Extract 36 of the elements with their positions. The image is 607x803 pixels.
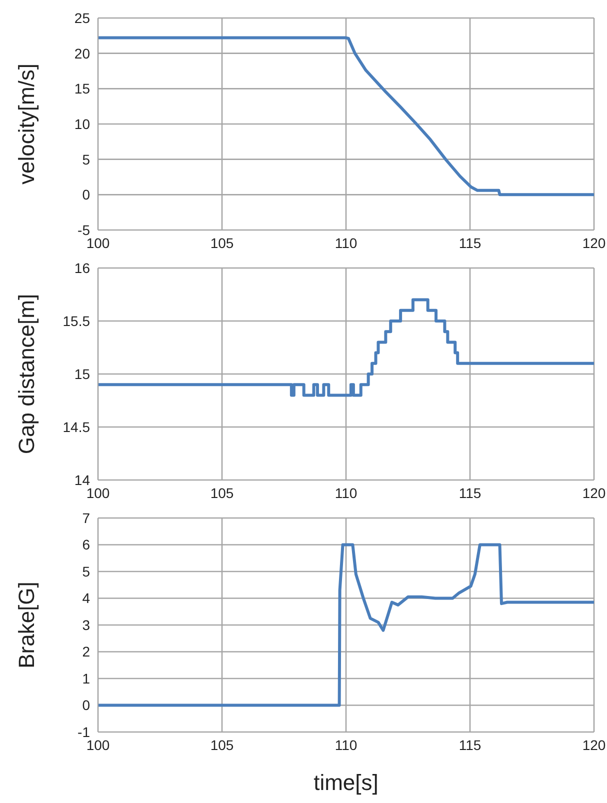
- y-tick-label: 15.5: [62, 312, 90, 329]
- y-tick-label: 10: [74, 116, 90, 132]
- y-tick-label: 2: [82, 644, 90, 660]
- x-tick-label: 110: [334, 736, 358, 753]
- y-tick-label: 15: [74, 80, 90, 97]
- x-tick-label: 105: [210, 736, 234, 753]
- x-tick-label: 120: [582, 234, 606, 251]
- x-tick-label: 110: [334, 484, 358, 501]
- y-axis-title: velocity[m/s]: [14, 63, 39, 185]
- x-tick-label: 115: [458, 234, 482, 251]
- y-tick-label: 5: [82, 151, 90, 168]
- y-tick-label: 1: [82, 670, 90, 686]
- x-tick-label: 115: [458, 736, 482, 753]
- y-tick-label: 0: [82, 697, 90, 714]
- x-tick-label: 110: [334, 234, 358, 251]
- y-tick-label: 6: [82, 536, 90, 553]
- y-tick-label: 7: [82, 510, 90, 526]
- x-tick-label: 120: [582, 736, 606, 753]
- y-axis-title: Gap distance[m]: [14, 294, 39, 454]
- y-tick-label: 0: [82, 186, 90, 203]
- x-tick-label: 120: [582, 484, 606, 501]
- line-series: [98, 543, 594, 707]
- line-series: [98, 36, 594, 196]
- x-tick-label: 105: [210, 234, 234, 251]
- x-axis-title: time[s]: [314, 770, 378, 795]
- x-tick-label: 115: [458, 484, 482, 501]
- y-tick-label: 3: [82, 616, 90, 633]
- y-tick-label: 4: [82, 590, 90, 606]
- y-tick-label: 15: [74, 366, 90, 382]
- y-tick-label: 16: [74, 260, 90, 276]
- x-tick-label: 105: [210, 484, 234, 501]
- y-tick-label: 20: [74, 45, 90, 62]
- y-tick-label: 14.5: [62, 418, 90, 435]
- y-axis-title: Brake[G]: [14, 582, 39, 668]
- y-tick-label: 25: [74, 10, 90, 26]
- y-tick-label: 5: [82, 563, 90, 580]
